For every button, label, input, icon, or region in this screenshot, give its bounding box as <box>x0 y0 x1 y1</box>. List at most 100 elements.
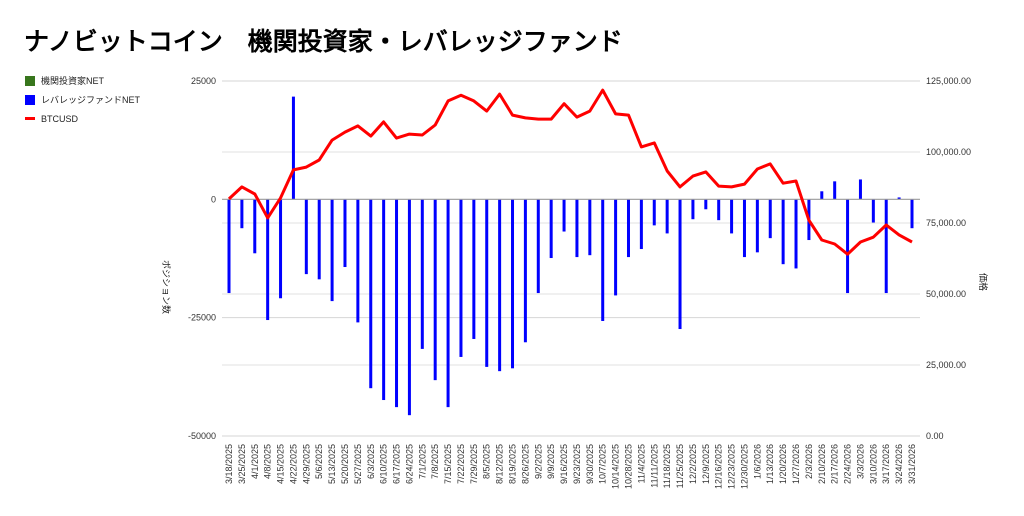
bar <box>511 199 515 369</box>
x-tick-label: 11/25/2025 <box>675 444 685 488</box>
bar <box>485 199 489 367</box>
x-tick-label: 7/22/2025 <box>456 444 466 484</box>
x-tick-label: 3/25/2025 <box>237 444 247 484</box>
bar <box>369 199 373 389</box>
x-tick-label: 7/15/2025 <box>443 444 453 484</box>
legend-item-leveraged[interactable]: レバレッジファンドNET <box>25 93 140 106</box>
bar <box>652 199 656 226</box>
x-tick-label: 5/13/2025 <box>327 444 337 484</box>
x-tick-label: 3/24/2026 <box>894 444 904 484</box>
left-tick-label: 25000 <box>191 76 216 86</box>
bar <box>420 199 424 349</box>
x-tick-label: 7/1/2025 <box>417 444 427 479</box>
legend-swatch-leveraged <box>25 94 35 105</box>
x-tick-label: 12/9/2025 <box>701 444 711 484</box>
bar <box>717 199 721 221</box>
x-tick-label: 9/2/2025 <box>533 444 543 479</box>
x-tick-label: 9/16/2025 <box>559 444 569 484</box>
x-tick-label: 2/10/2026 <box>817 444 827 484</box>
left-axis-title: ポジション数 <box>161 260 172 314</box>
x-tick-label: 11/4/2025 <box>636 444 646 483</box>
bar <box>227 199 231 294</box>
x-tick-label: 2/24/2026 <box>843 444 853 484</box>
bar <box>755 199 759 253</box>
x-tick-label: 9/30/2025 <box>585 444 595 484</box>
bar <box>614 199 618 296</box>
bar <box>304 199 308 275</box>
x-tick-label: 8/26/2025 <box>520 444 530 484</box>
bar <box>678 199 682 330</box>
x-tick-label: 3/10/2026 <box>868 444 878 484</box>
x-tick-label: 1/27/2026 <box>791 444 801 484</box>
bar <box>395 199 399 408</box>
legend-swatch-btcusd <box>25 117 35 120</box>
right-tick-label: 75,000.00 <box>926 218 966 228</box>
bar <box>704 199 708 210</box>
bar <box>291 96 295 200</box>
bar <box>910 199 914 229</box>
x-tick-label: 3/17/2026 <box>881 444 891 484</box>
x-tick-label: 12/23/2025 <box>727 444 737 489</box>
x-tick-label: 7/8/2025 <box>430 444 440 479</box>
bar <box>820 191 824 200</box>
right-tick-label: 50,000.00 <box>926 289 966 299</box>
right-tick-label: 125,000.00 <box>926 76 971 86</box>
bar <box>343 199 347 268</box>
x-tick-label: 3/3/2026 <box>855 444 865 479</box>
x-tick-label: 2/3/2026 <box>804 444 814 479</box>
bar <box>846 199 850 294</box>
bar <box>317 199 321 280</box>
bar <box>253 199 257 254</box>
x-tick-label: 1/20/2026 <box>778 444 788 484</box>
bar <box>330 199 334 302</box>
gridlines <box>222 80 920 437</box>
x-tick-label: 6/10/2025 <box>379 444 389 484</box>
bar <box>626 199 630 258</box>
bar <box>897 197 901 200</box>
x-tick-label: 4/29/2025 <box>301 444 311 484</box>
bar <box>433 199 437 381</box>
bar <box>266 199 270 321</box>
bar <box>459 199 463 357</box>
left-tick-label: -50000 <box>188 431 216 441</box>
x-tick-label: 5/20/2025 <box>340 444 350 484</box>
bar <box>446 199 450 408</box>
bar <box>588 199 592 256</box>
x-tick-label: 8/5/2025 <box>482 444 492 479</box>
x-tick-label: 10/28/2025 <box>623 444 633 489</box>
x-tick-label: 8/12/2025 <box>495 444 505 484</box>
bar <box>472 199 476 339</box>
x-axis-ticks: 3/18/2025 3/25/2025 4/1/2025 4/8/2025 4/15/2… <box>224 444 917 489</box>
legend-label: BTCUSD <box>41 113 79 124</box>
left-tick-label: -25000 <box>188 313 216 323</box>
x-tick-label: 11/18/2025 <box>662 444 672 488</box>
x-tick-label: 1/6/2026 <box>752 444 762 479</box>
bar <box>382 199 386 401</box>
bar <box>768 199 772 239</box>
bar <box>639 199 643 250</box>
x-tick-label: 10/7/2025 <box>598 444 608 484</box>
bar <box>781 199 785 265</box>
x-tick-label: 12/2/2025 <box>688 444 698 484</box>
bar <box>665 199 669 234</box>
x-tick-label: 6/17/2025 <box>392 444 402 484</box>
bar <box>833 181 837 200</box>
left-tick-label: 0 <box>211 194 216 204</box>
legend-label: レバレッジファンドNET <box>41 95 141 105</box>
x-tick-label: 7/29/2025 <box>469 444 479 484</box>
right-axis-title: 価格 <box>978 273 989 291</box>
legend-swatch-institutional <box>25 75 35 86</box>
x-tick-label: 4/15/2025 <box>276 444 286 484</box>
bars <box>227 96 914 416</box>
btc-line <box>227 88 913 256</box>
bar <box>523 199 527 343</box>
right-axis-ticks: 125,000.00 100,000.00 75,000.00 50,000.00 25… <box>926 76 971 441</box>
bar <box>356 199 360 323</box>
bar <box>794 199 798 269</box>
x-tick-label: 3/18/2025 <box>224 444 234 484</box>
x-tick-label: 5/27/2025 <box>353 444 363 484</box>
x-tick-label: 2/17/2026 <box>830 444 840 484</box>
legend-item-institutional[interactable]: 機関投資家NET <box>25 74 140 87</box>
left-axis-ticks: 25000 0 -25000 -50000 <box>188 76 216 441</box>
legend-item-btcusd[interactable]: BTCUSD <box>25 112 140 125</box>
